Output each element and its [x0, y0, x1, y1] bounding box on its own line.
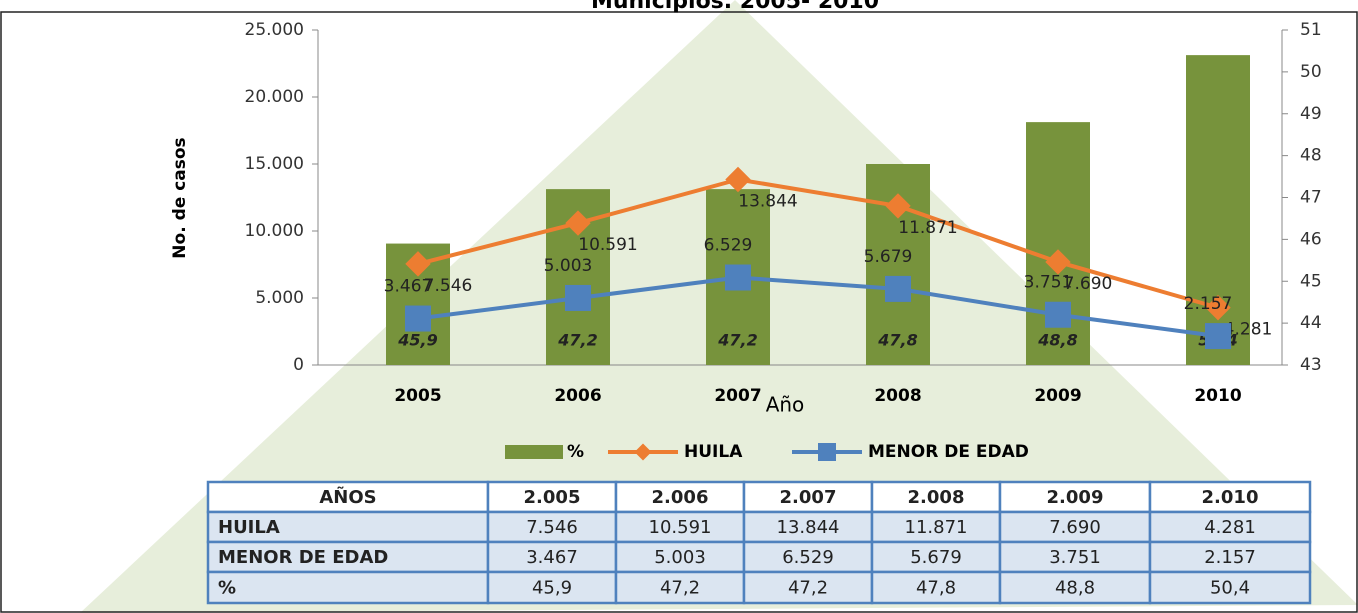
y-axis-label: No. de casos [170, 137, 190, 258]
table-cell-text: 5.679 [910, 547, 962, 568]
table-cell-text: 47,2 [788, 578, 828, 599]
y2-tick-label: 46 [1300, 229, 1322, 249]
data-table: AÑOS 2.005 2.006 2.007 2.008 2.009 2.010 HUILA 7… [208, 482, 1310, 603]
legend-label: HUILA [684, 442, 743, 462]
table-header-text: 2.005 [524, 487, 581, 508]
table-cell-text: 3.467 [526, 547, 578, 568]
page: Municipios. 2005- 2010 No. de casos Año … [0, 0, 1358, 613]
table-cell-text: 47,8 [916, 578, 956, 599]
y-tick-label: 20.000 [245, 87, 304, 107]
x-tick-label: 2010 [1194, 386, 1241, 406]
table-cell [208, 572, 488, 603]
table-header-text: 2.008 [908, 487, 965, 508]
point-value-label: 6.529 [704, 236, 753, 256]
point-value-label: 5.679 [864, 247, 913, 267]
table-header-text: 2.009 [1047, 487, 1104, 508]
table-header-text: 2.007 [780, 487, 837, 508]
point-value-label: 13.844 [738, 191, 797, 211]
x-tick-label: 2009 [1034, 386, 1081, 406]
marker [1045, 302, 1071, 328]
table-header-text: AÑOS [319, 485, 376, 508]
y-tick-label: 0 [293, 355, 304, 375]
table-cell-text: MENOR DE EDAD [218, 547, 388, 568]
chart: Municipios. 2005- 2010 No. de casos Año … [0, 0, 1358, 613]
table-cell-text: 3.751 [1049, 547, 1101, 568]
y2-tick-label: 43 [1300, 355, 1322, 375]
bar [1026, 122, 1090, 365]
table-cell-text: 48,8 [1055, 578, 1095, 599]
marker [405, 306, 431, 332]
marker [565, 285, 591, 311]
legend-label: % [567, 442, 584, 462]
y-tick-label: 25.000 [245, 20, 304, 40]
legend-marker [818, 443, 836, 461]
table-cell-text: 10.591 [649, 517, 712, 538]
x-axis-label: Año [766, 393, 805, 417]
y-tick-label: 10.000 [245, 221, 304, 241]
x-tick-label: 2007 [714, 386, 761, 406]
table-cell-text: 50,4 [1210, 578, 1250, 599]
table-cell-text: 11.871 [905, 517, 968, 538]
y2-tick-label: 51 [1300, 20, 1322, 40]
point-value-label: 10.591 [578, 235, 637, 255]
point-value-label: 3.751 [1024, 273, 1073, 293]
table-cell-text: 13.844 [777, 517, 840, 538]
marker [885, 276, 911, 302]
bar-value-label: 47,2 [557, 331, 597, 350]
y2-tick-label: 48 [1300, 146, 1322, 166]
table-header-text: 2.010 [1202, 487, 1259, 508]
y2-tick-label: 44 [1300, 313, 1322, 333]
legend-swatch [505, 445, 563, 459]
y2-tick-label: 47 [1300, 188, 1322, 208]
bar-value-label: 47,8 [877, 331, 917, 350]
bar-value-label: 45,9 [397, 331, 437, 350]
x-tick-label: 2008 [874, 386, 921, 406]
point-value-label: 11.871 [898, 218, 957, 238]
marker [725, 265, 751, 291]
y2-tick-label: 45 [1300, 271, 1322, 291]
y2-tick-label: 49 [1300, 104, 1322, 124]
point-value-label: 2.157 [1184, 294, 1233, 314]
chart-title: Municipios. 2005- 2010 [591, 0, 879, 14]
table-cell-text: 5.003 [654, 547, 706, 568]
table-cell-text: 7.690 [1049, 517, 1101, 538]
legend-label: MENOR DE EDAD [868, 442, 1029, 462]
marker [1205, 323, 1231, 349]
table-cell-text: 47,2 [660, 578, 700, 599]
table-cell-text: 6.529 [782, 547, 834, 568]
table-cell-text: HUILA [218, 517, 280, 538]
y2-tick-label: 50 [1300, 62, 1322, 82]
table-cell-text: 4.281 [1204, 517, 1256, 538]
y-tick-label: 5.000 [255, 288, 304, 308]
bar-value-label: 47,2 [717, 331, 757, 350]
table-cell-text: 7.546 [526, 517, 578, 538]
point-value-label: 3.467 [384, 277, 433, 297]
table-cell-text: % [218, 578, 236, 599]
table-cell-text: 2.157 [1204, 547, 1256, 568]
y-tick-label: 15.000 [245, 154, 304, 174]
table-header-text: 2.006 [652, 487, 709, 508]
x-tick-label: 2006 [554, 386, 601, 406]
bar-value-label: 48,8 [1037, 331, 1077, 350]
table-cell-text: 45,9 [532, 578, 572, 599]
point-value-label: 5.003 [544, 256, 593, 276]
x-tick-label: 2005 [394, 386, 441, 406]
